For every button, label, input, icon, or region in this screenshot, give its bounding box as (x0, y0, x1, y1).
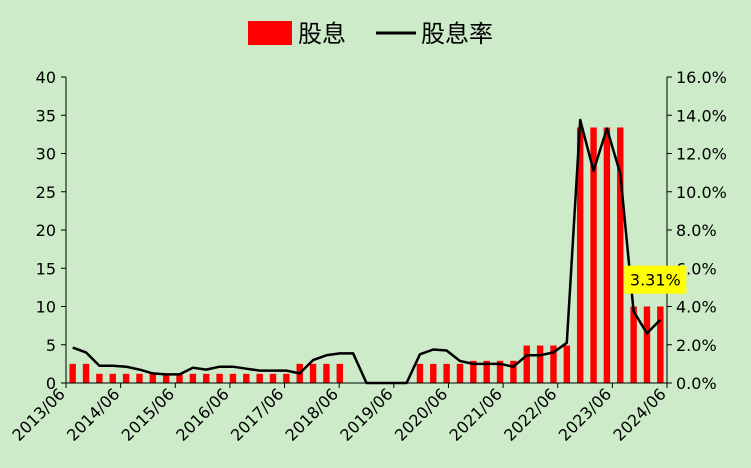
bar (657, 306, 664, 383)
bar (243, 373, 250, 383)
x-tick-label: 2021/06 (445, 384, 505, 444)
yield-line (72, 118, 662, 385)
callout-label: 3.31% (630, 271, 681, 290)
bar (496, 360, 504, 383)
x-tick-label: 2017/06 (227, 384, 287, 444)
left-tick-label: 10 (36, 298, 56, 317)
bar (149, 373, 157, 383)
x-tick-label: 2018/06 (282, 384, 342, 444)
right-tick-label: 4.0% (676, 298, 717, 317)
bar (630, 306, 637, 383)
x-tick-label: 2022/06 (500, 384, 560, 444)
bar (443, 363, 450, 383)
right-tick-label: 16.0% (676, 68, 727, 87)
left-tick-label: 30 (36, 145, 56, 164)
x-tick-label: 2024/06 (609, 384, 669, 444)
bar (483, 360, 490, 383)
legend-label-yield: 股息率 (421, 20, 493, 48)
bar (430, 363, 437, 383)
right-tick-label: 0.0% (676, 374, 717, 393)
legend-bar-swatch (248, 21, 292, 45)
bar (162, 373, 170, 383)
bar (510, 360, 517, 383)
legend-label-dividend: 股息 (298, 20, 346, 48)
bar (309, 363, 317, 383)
bar (617, 127, 624, 384)
callout-box (624, 265, 687, 294)
bar (82, 363, 90, 383)
bar (523, 345, 530, 383)
left-tick-label: 0 (46, 374, 56, 393)
left-tick-label: 25 (36, 183, 56, 202)
x-tick-label: 2015/06 (118, 384, 178, 444)
x-tick-label: 2013/06 (8, 384, 68, 444)
bar (256, 373, 263, 383)
bar (323, 363, 330, 383)
bar (109, 373, 116, 383)
bar (269, 373, 277, 383)
bar (576, 127, 584, 384)
left-tick-label: 35 (36, 106, 56, 125)
right-tick-label: 12.0% (676, 145, 727, 164)
right-tick-label: 10.0% (676, 183, 727, 202)
x-tick-label: 2023/06 (555, 384, 615, 444)
left-tick-label: 20 (36, 221, 56, 240)
right-tick-label: 8.0% (676, 221, 717, 240)
bar (470, 360, 477, 383)
bar (590, 127, 597, 384)
x-tick-label: 2016/06 (172, 384, 232, 444)
bar (283, 373, 290, 383)
bar (203, 373, 210, 383)
bar (336, 363, 343, 383)
bar (229, 373, 237, 383)
bar (416, 363, 424, 383)
right-tick-label: 2.0% (676, 336, 717, 355)
bar (550, 345, 557, 383)
bar (216, 373, 223, 383)
x-tick-label: 2020/06 (391, 384, 451, 444)
bar (189, 373, 197, 383)
left-tick-label: 5 (46, 336, 56, 355)
bar (563, 345, 571, 383)
bar (69, 363, 76, 383)
left-tick-label: 40 (36, 68, 56, 87)
right-tick-label: 14.0% (676, 106, 727, 125)
x-tick-label: 2014/06 (63, 384, 123, 444)
bar (536, 345, 544, 383)
bar (176, 373, 183, 383)
bar (96, 373, 103, 383)
bar (456, 363, 464, 383)
bar (603, 127, 611, 384)
bar (643, 306, 651, 383)
bar (122, 373, 130, 383)
left-tick-label: 15 (36, 259, 56, 278)
x-tick-label: 2019/06 (336, 384, 396, 444)
bar (136, 373, 143, 383)
